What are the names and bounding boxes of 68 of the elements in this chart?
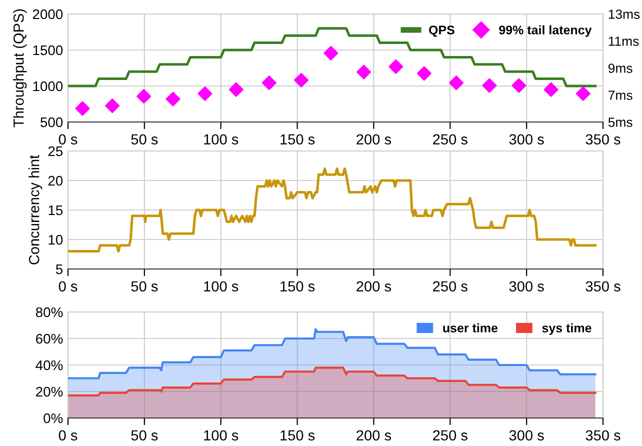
point xyxy=(356,64,372,80)
point xyxy=(544,82,558,97)
y-tick-label: 15 xyxy=(48,205,63,216)
legend-label: QPS xyxy=(429,26,454,37)
point xyxy=(512,78,526,93)
x-tick-label: 250 s xyxy=(433,281,468,292)
x-tick-label: 100 s xyxy=(204,134,238,145)
x-tick-label: 200 s xyxy=(356,430,392,441)
y-tick-label: 80% xyxy=(36,307,63,318)
x-tick-label: 350 s xyxy=(586,430,620,441)
y-tick-label: 20% xyxy=(36,386,63,397)
y-tick-label: 40% xyxy=(36,360,63,370)
line-series xyxy=(68,167,597,253)
y2-tick-label: 5ms xyxy=(608,118,632,127)
x-tick-label: 0 s xyxy=(58,134,78,145)
x-tick-label: 50 s xyxy=(131,281,158,292)
point xyxy=(105,98,120,114)
y2-tick-label: 11ms xyxy=(608,36,639,46)
x-tick-label: 0 s xyxy=(58,430,78,441)
x-tick-label: 350 s xyxy=(586,281,620,292)
x-tick-label: 200 s xyxy=(356,281,392,292)
x-tick-label: 300 s xyxy=(509,430,544,441)
x-tick-label: 50 s xyxy=(131,134,158,145)
point xyxy=(482,78,497,93)
x-tick-label: 100 s xyxy=(204,281,238,292)
y2-tick-label: 7ms xyxy=(608,90,632,100)
y-axis-title: Concurrency hint xyxy=(28,154,42,264)
legend-label: 99% tail latency xyxy=(499,25,592,37)
line-series xyxy=(68,27,597,88)
x-tick-label: 250 s xyxy=(433,134,468,145)
x-tick-label: 150 s xyxy=(280,430,315,441)
point xyxy=(448,76,464,90)
x-tick-label: 300 s xyxy=(509,134,544,145)
x-tick-label: 200 s xyxy=(356,134,392,145)
point xyxy=(324,46,338,60)
y-tick-label: 2000 xyxy=(32,9,63,20)
x-tick-label: 350 s xyxy=(586,134,620,145)
y-tick-label: 1500 xyxy=(33,45,63,56)
x-tick-label: 150 s xyxy=(280,281,315,292)
y-tick-label: 5 xyxy=(56,264,63,274)
point xyxy=(198,86,212,101)
y-tick-label: 25 xyxy=(48,146,63,156)
y-tick-label: 20 xyxy=(48,176,63,186)
point xyxy=(136,89,152,104)
x-tick-label: 150 s xyxy=(280,134,315,145)
x-tick-label: 0 s xyxy=(58,281,78,292)
point xyxy=(166,92,180,106)
x-tick-label: 250 s xyxy=(433,430,468,441)
y-tick-label: 0% xyxy=(44,413,63,424)
point xyxy=(262,76,276,90)
point xyxy=(576,86,590,101)
x-tick-label: 300 s xyxy=(509,281,544,292)
x-tick-label: 50 s xyxy=(131,430,158,441)
y-tick-label: 500 xyxy=(40,117,63,128)
y-tick-label: 60% xyxy=(36,334,63,344)
point xyxy=(416,66,432,81)
legend-label: user time xyxy=(443,323,498,332)
y-tick-label: 1000 xyxy=(33,81,63,92)
point xyxy=(388,59,404,74)
point xyxy=(294,72,309,88)
x-tick-label: 100 s xyxy=(204,430,238,441)
y2-tick-label: 13ms xyxy=(608,10,640,19)
legend-label: sys time xyxy=(542,323,592,335)
point xyxy=(228,82,244,97)
y-tick-label: 10 xyxy=(48,234,63,245)
point xyxy=(75,101,90,116)
y-axis-title: Throughput (QPS) xyxy=(13,9,27,128)
y2-tick-label: 9ms xyxy=(608,64,632,73)
